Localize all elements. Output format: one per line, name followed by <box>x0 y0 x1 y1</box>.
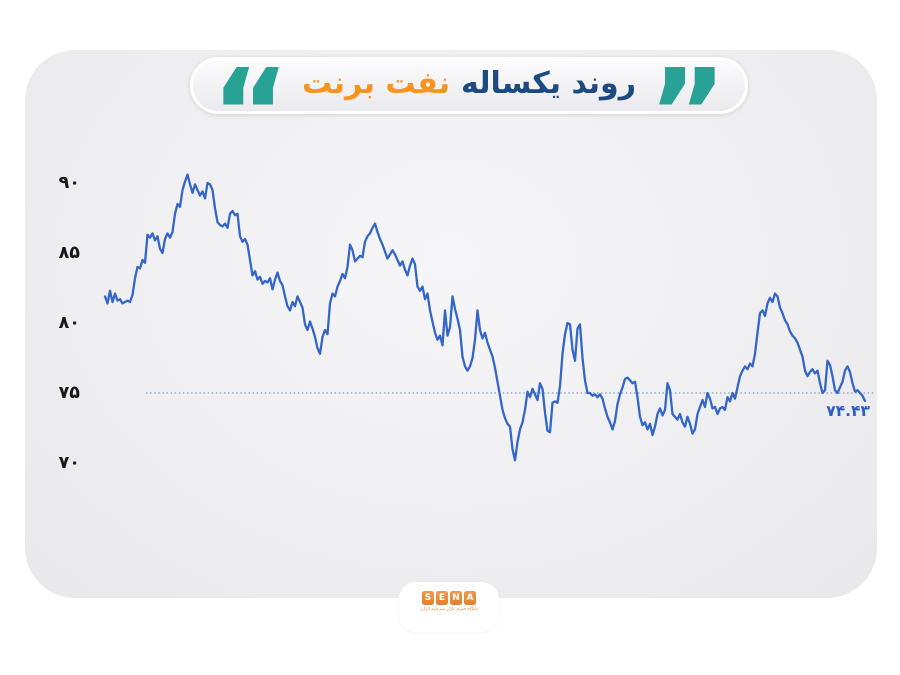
y-axis-tick-label-70: ۷۰ <box>58 453 80 473</box>
y-axis-tick-label-90: ۹۰ <box>58 173 80 193</box>
price-line <box>103 173 867 462</box>
sena-logo-letter: A <box>463 591 477 605</box>
sena-logo-letter: E <box>435 591 449 605</box>
title-text-main: روند یکساله <box>461 66 636 101</box>
sena-logo-letter: S <box>421 591 435 605</box>
last-price-label: ۷۴.۴۳ <box>826 402 870 420</box>
title-banner: “ روند یکساله نفت برنت ” <box>190 55 748 175</box>
sena-logo-letter: N <box>449 591 463 605</box>
title-text-accent: نفت برنت <box>302 66 451 101</box>
y-axis-tick-label-85: ۸۵ <box>58 243 80 263</box>
page-title: روند یکساله نفت برنت <box>193 60 745 111</box>
y-axis-tick-label-80: ۸۰ <box>58 313 80 333</box>
y-axis-tick-label-75: ۷۵ <box>58 383 80 403</box>
sena-tagline: پایگاه خبری بازار سرمایه ایران <box>420 607 478 612</box>
sena-logo-letters: S E N A <box>421 591 477 605</box>
sena-logo: S E N A پایگاه خبری بازار سرمایه ایران <box>399 582 499 632</box>
